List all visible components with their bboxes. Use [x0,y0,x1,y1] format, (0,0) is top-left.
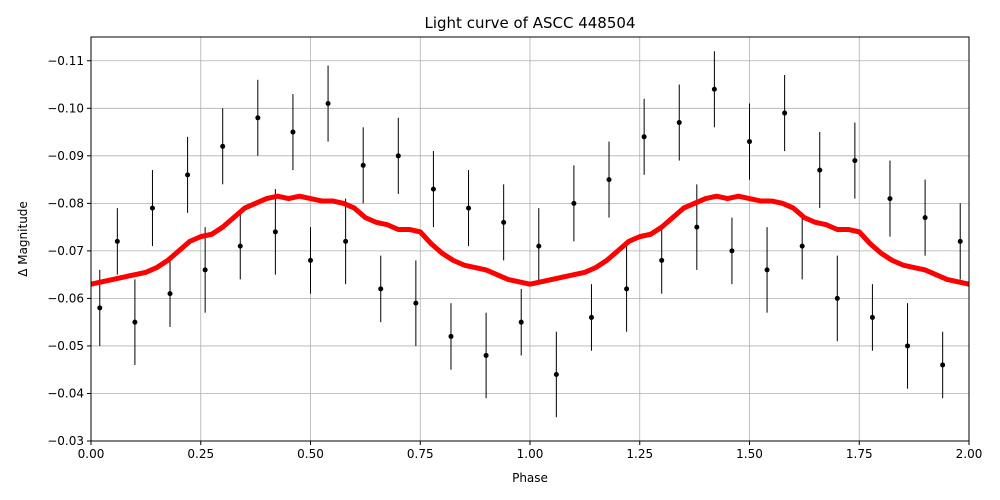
x-tick-label: 1.50 [736,447,763,461]
x-tick-label: 0.25 [187,447,214,461]
data-point [922,215,928,221]
y-tick-label: −0.08 [47,196,84,210]
y-tick-label: −0.07 [47,244,84,258]
data-point [711,86,717,92]
data-point [167,291,173,297]
data-point [308,257,313,263]
data-point [553,371,559,377]
data-point [799,243,805,249]
x-axis-label: Phase [512,471,548,485]
x-tick-label: 1.25 [626,447,653,461]
data-point [764,267,770,273]
data-point [624,286,630,292]
data-point [378,286,384,292]
data-point [747,139,752,145]
x-tick-label: 2.00 [956,447,983,461]
data-point [360,162,366,168]
data-point [97,305,103,311]
data-point [185,172,191,178]
data-point [237,243,243,249]
data-point [149,205,155,211]
data-point [782,110,788,116]
data-point [430,186,436,192]
y-tick-label: −0.04 [47,386,84,400]
x-tick-label: 0.50 [297,447,324,461]
data-point [588,314,594,320]
y-tick-label: −0.05 [47,339,84,353]
data-point [501,219,507,225]
data-point [834,295,840,301]
data-point [325,101,331,107]
data-point [132,319,138,325]
data-point [466,205,472,211]
y-tick-label: −0.11 [47,54,84,68]
data-point [641,134,647,140]
data-point [448,333,454,339]
data-point [957,238,963,244]
y-tick-label: −0.10 [47,101,84,115]
data-point [571,200,577,206]
data-point [114,238,120,244]
data-point [659,257,665,263]
data-point [729,248,735,254]
data-point [606,177,612,183]
data-point [483,352,489,358]
x-tick-label: 1.75 [846,447,873,461]
data-point [869,314,875,320]
data-point [694,224,700,230]
data-point [852,158,858,164]
data-point [940,362,946,368]
y-tick-label: −0.06 [47,291,84,305]
data-point [255,115,261,121]
plot-area [91,51,969,418]
data-point [395,153,401,159]
data-point [290,129,296,135]
x-tick-label: 0.75 [407,447,434,461]
data-point [676,120,682,126]
x-tick-label: 0.00 [78,447,105,461]
x-tick-label: 1.00 [517,447,544,461]
data-point [905,343,911,349]
data-point [272,229,278,235]
data-point [343,238,349,244]
y-tick-label: −0.03 [47,434,84,448]
data-point [536,243,542,249]
binned-curve [91,193,969,287]
chart-title: Light curve of ASCC 448504 [425,14,636,32]
data-point [817,167,823,173]
data-point [518,319,524,325]
data-point [887,196,893,202]
data-point [220,143,226,149]
data-point [202,267,208,273]
y-axis-label: Δ Magnitude [16,201,30,277]
plot-frame [90,36,970,442]
data-point [413,300,419,306]
y-tick-label: −0.09 [47,149,84,163]
